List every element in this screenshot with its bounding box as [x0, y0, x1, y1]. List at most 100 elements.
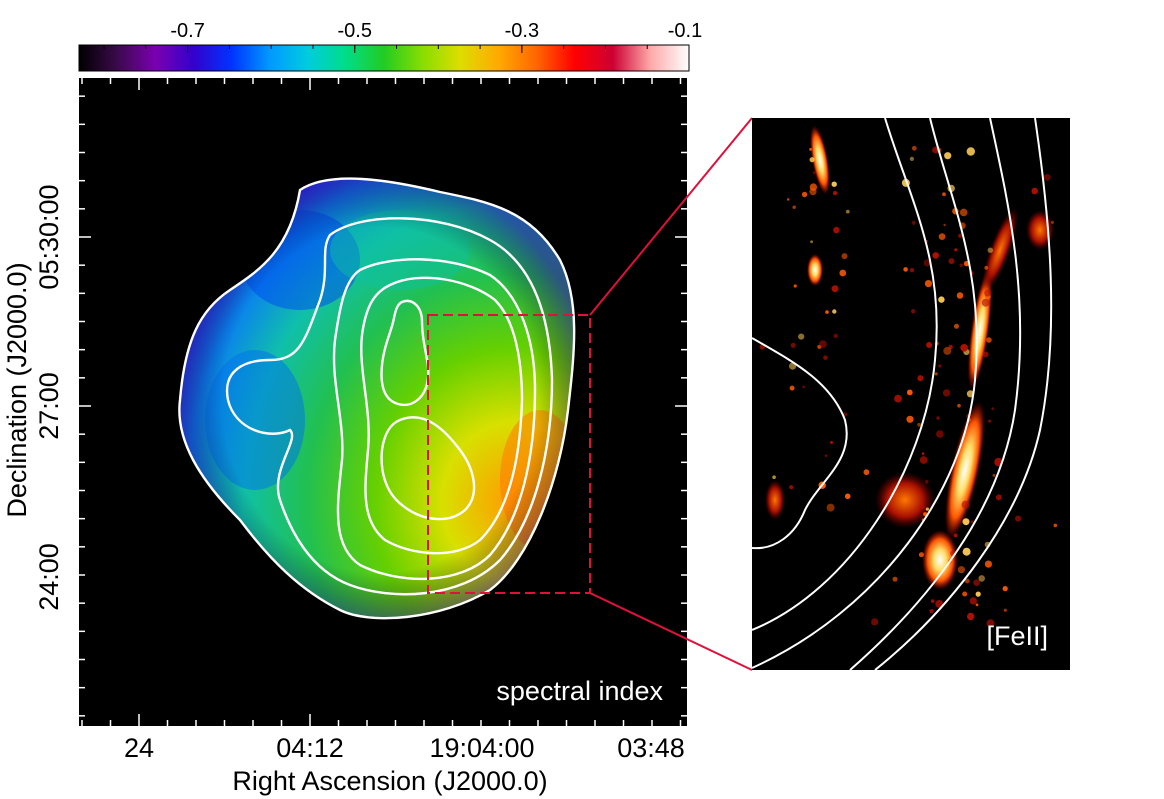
- inset-contour-4: [874, 118, 1053, 670]
- feii-speckle: [863, 469, 870, 476]
- colorbar-tick-label: -0.1: [668, 20, 702, 42]
- colorbar-strip: [78, 44, 690, 72]
- feii-speckle: [991, 407, 995, 411]
- feii-speckle: [938, 364, 942, 368]
- feii-speckle: [959, 263, 963, 267]
- zoom-connectors: [589, 117, 753, 671]
- feii-speckle: [961, 500, 970, 509]
- y-tick-label-2400: 24:00: [34, 543, 64, 611]
- feii-speckle: [793, 284, 797, 288]
- feii-speckle: [823, 355, 828, 360]
- feii-speckle: [903, 267, 908, 272]
- feii-speckle: [787, 198, 790, 201]
- x-tick-label-24: 24: [124, 733, 154, 763]
- contour-inner-top: [380, 299, 430, 407]
- feii-speckle: [911, 145, 917, 151]
- feii-speckle: [988, 419, 992, 423]
- feii-speckle: [921, 452, 925, 455]
- feii-speckle: [792, 205, 796, 209]
- feii-speckle: [832, 190, 838, 196]
- feii-speckle: [936, 430, 944, 438]
- feii-speckle: [995, 494, 1002, 501]
- zoom-connector-top: [589, 117, 753, 316]
- zoom-box: [427, 314, 591, 594]
- feii-speckle: [969, 597, 977, 605]
- feii-speckle: [986, 337, 992, 343]
- feii-speckle: [954, 248, 958, 252]
- feii-speckle: [917, 422, 921, 427]
- feii-speckle: [943, 223, 946, 227]
- feii-speckle: [942, 192, 946, 197]
- feii-speckle: [832, 309, 837, 314]
- feii-emission: [759, 125, 1058, 628]
- feii-speckle: [772, 475, 776, 480]
- feii-speckle: [957, 566, 966, 574]
- feii-speckle: [825, 310, 829, 314]
- inset-contour-3: [849, 118, 1022, 670]
- feii-speckle: [831, 181, 837, 187]
- colorbar-tick-label: -0.5: [338, 20, 372, 42]
- feii-speckle: [925, 507, 930, 511]
- feii-speckle: [925, 479, 929, 484]
- feii-speckle: [831, 285, 839, 293]
- feii-speckle: [975, 591, 981, 597]
- feii-speckle: [1050, 220, 1054, 224]
- feii-speckle: [892, 576, 898, 582]
- feii-speckle: [918, 552, 924, 558]
- feii-speckle: [906, 415, 914, 423]
- feii-speckle: [984, 560, 993, 568]
- feii-speckle: [943, 346, 952, 355]
- main-panel-label: spectral index: [496, 676, 663, 706]
- feii-speckle: [981, 298, 990, 307]
- feii-speckle: [1043, 173, 1051, 181]
- feii-speckle: [935, 600, 944, 608]
- feii-speckle: [911, 309, 916, 314]
- feii-speckle: [982, 351, 989, 358]
- x-tick-label-0348: 03:48: [617, 733, 685, 763]
- feii-speckle: [930, 599, 935, 603]
- feii-speckle: [964, 578, 970, 584]
- feii-speckle: [944, 152, 952, 160]
- main-axis-labels: 24 04:12 19:04:00 03:48 Right Ascension …: [2, 184, 685, 796]
- feii-speckle: [819, 340, 827, 348]
- inset-panel-label: [FeII]: [986, 621, 1048, 651]
- feii-speckle: [1053, 523, 1058, 528]
- feii-speckle: [919, 504, 925, 510]
- feii-speckle: [909, 268, 915, 273]
- feii-speckle: [833, 226, 840, 234]
- inset-contour-2: [752, 118, 978, 669]
- feii-speckle: [973, 579, 980, 586]
- feii-speckle: [1002, 586, 1008, 592]
- feii-speckle: [975, 603, 979, 607]
- feii-speckle: [934, 372, 938, 376]
- feii-speckle: [833, 333, 839, 339]
- feii-speckle: [1015, 515, 1022, 522]
- feii-speckle: [844, 493, 851, 500]
- feii-speckle: [802, 385, 806, 389]
- zoom-region: [427, 314, 591, 594]
- feii-speckle: [959, 208, 968, 217]
- feii-speckle: [987, 247, 993, 253]
- colorbar-ticks: -0.7 -0.5 -0.3 -0.1: [103, 20, 702, 53]
- feii-speckle: [984, 265, 989, 270]
- feii-speckle: [929, 609, 934, 614]
- feii-speckle: [826, 503, 835, 512]
- feii-speckle: [948, 258, 955, 265]
- feii-speckle: [1003, 608, 1007, 612]
- feii-speckle: [809, 188, 817, 196]
- feii-speckle: [911, 220, 916, 225]
- inset-contours: [752, 118, 1053, 670]
- colorbar: -0.7 -0.5 -0.3 -0.1: [78, 20, 702, 72]
- feii-speckle: [938, 296, 945, 303]
- feii-speckle: [962, 591, 968, 597]
- contour-inner-bottom: [380, 416, 476, 521]
- feii-speckle: [966, 147, 975, 156]
- feii-speckle: [1031, 187, 1038, 195]
- feii-speckle: [894, 394, 902, 403]
- feii-speckle: [917, 375, 924, 382]
- contour-fourth: [360, 276, 524, 555]
- feii-speckle: [936, 416, 940, 420]
- feii-speckle: [810, 240, 813, 244]
- contour-outer: [178, 177, 576, 620]
- feii-speckle: [845, 209, 850, 214]
